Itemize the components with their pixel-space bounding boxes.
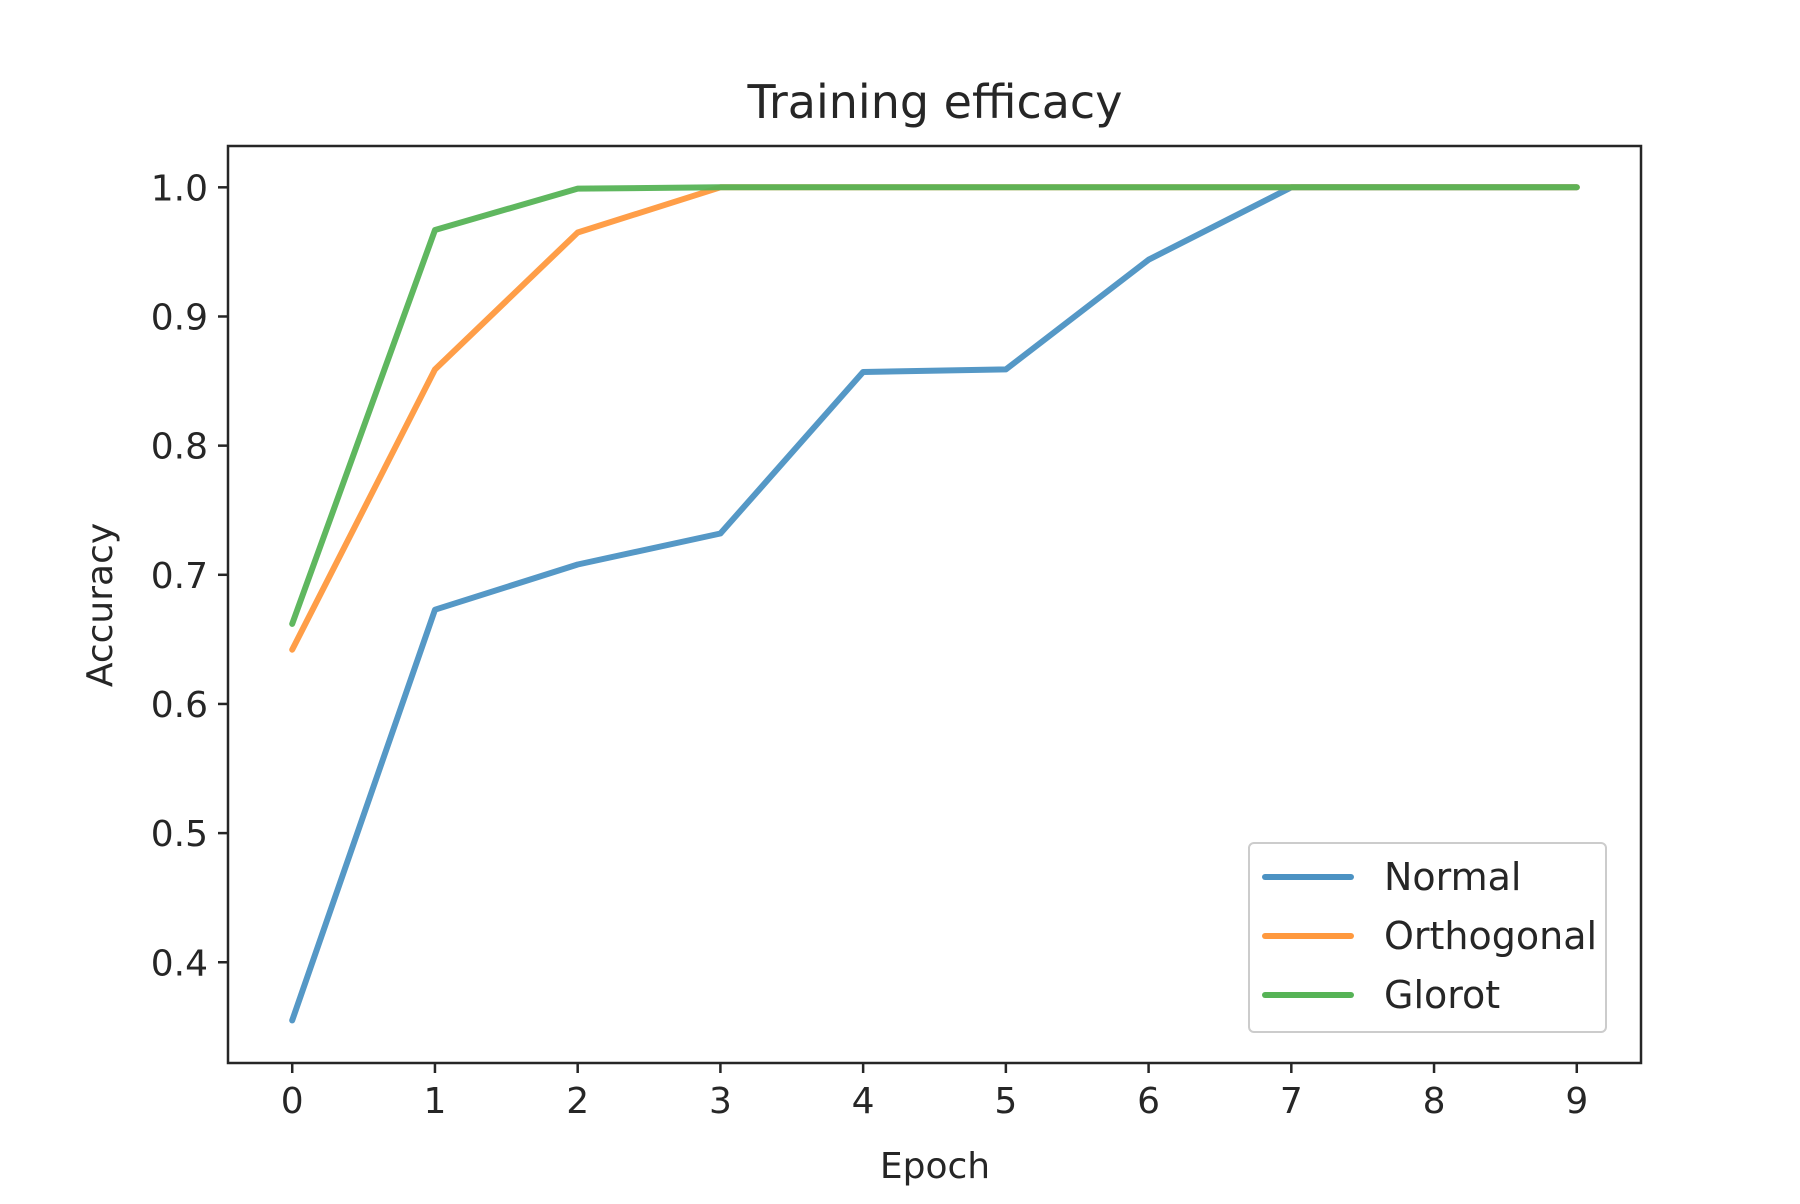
x-tick-label: 9 — [1565, 1081, 1588, 1122]
plot-area: 0 1 2 3 4 5 6 7 8 9 0.4 0.5 0.6 0.7 0.8 0.9 1.0 — [151, 144, 1643, 1122]
chart-title: Training efficacy — [747, 75, 1123, 129]
y-tick-label: 0.6 — [151, 685, 208, 726]
x-tick-label: 7 — [1280, 1081, 1303, 1122]
x-tick-label: 1 — [424, 1081, 447, 1122]
x-tick-label: 6 — [1137, 1081, 1160, 1122]
y-tick-label: 0.7 — [151, 556, 208, 597]
legend: Normal Orthogonal Glorot — [1248, 842, 1607, 1033]
y-tick-label: 0.5 — [151, 814, 208, 855]
x-tick-label: 3 — [709, 1081, 732, 1122]
y-tick-label: 0.9 — [151, 297, 208, 338]
legend-label-orthogonal: Orthogonal — [1384, 914, 1597, 958]
series-line-glorot — [289, 184, 1580, 627]
y-axis-label: Accuracy — [80, 523, 121, 687]
legend-label-normal: Normal — [1384, 855, 1522, 899]
x-tick-label: 8 — [1423, 1081, 1446, 1122]
y-tick-label: 0.4 — [151, 943, 208, 984]
plot-frame — [226, 144, 1643, 1065]
x-axis-label: Epoch — [880, 1146, 990, 1187]
y-tick-label: 1.0 — [151, 168, 208, 209]
y-tick-label: 0.8 — [151, 427, 208, 468]
x-tick-label: 2 — [566, 1081, 589, 1122]
x-tick-label: 0 — [281, 1081, 304, 1122]
legend-box — [1248, 842, 1607, 1033]
legend-label-glorot: Glorot — [1384, 973, 1500, 1017]
x-tick-label: 4 — [852, 1081, 875, 1122]
x-tick-label: 5 — [994, 1081, 1017, 1122]
